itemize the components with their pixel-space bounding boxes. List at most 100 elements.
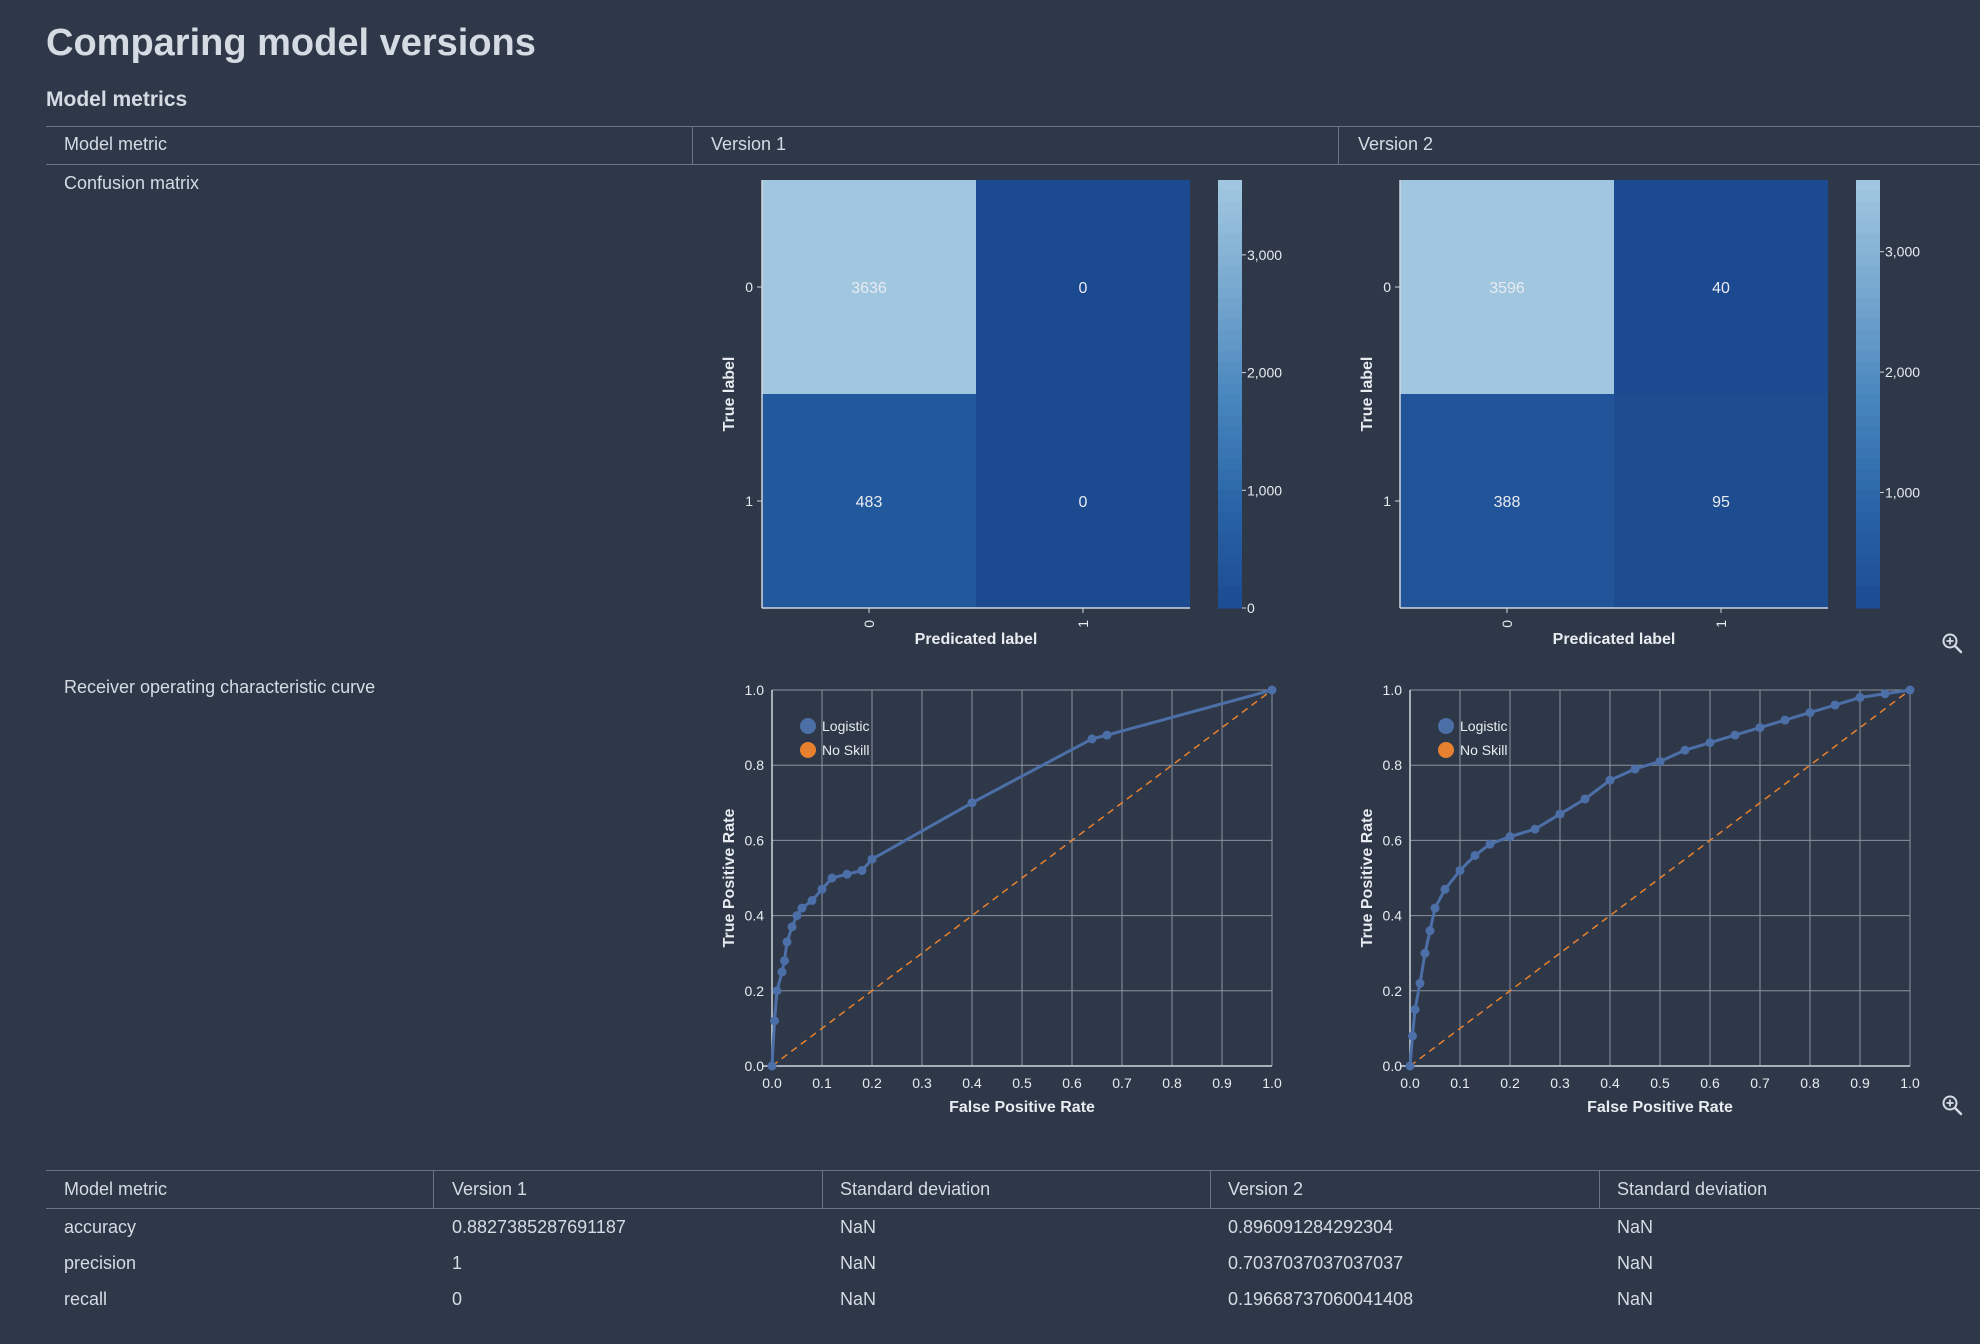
metric-value-v2: 0.896091284292304 xyxy=(1228,1217,1394,1237)
column-header-model-metric: Model metric xyxy=(64,134,168,154)
row-label-confusion-matrix: Confusion matrix xyxy=(64,173,200,193)
colorbar-band xyxy=(1856,543,1880,556)
colorbar-band xyxy=(1218,490,1242,502)
confusion-matrix-v1: 3636 0 483 0 0 1 0 1 Predicated label True label 0… xyxy=(721,180,1282,648)
legend-swatch-no-skill xyxy=(800,742,816,758)
confusion-matrix-v2: 3596 40 388 95 0 1 0 1 Predicated label True labe… xyxy=(1359,180,1920,648)
colorbar-band xyxy=(1856,297,1880,309)
y-tick-label: 0.6 xyxy=(1383,832,1403,848)
series-point-logistic xyxy=(1805,708,1815,718)
table-rule xyxy=(46,126,1980,127)
metric-value-v1: 0.8827385287691187 xyxy=(452,1217,626,1237)
zoom-in-icon[interactable] xyxy=(1941,632,1963,654)
y-tick-label: 0.4 xyxy=(745,908,765,924)
colorbar-band xyxy=(1218,533,1242,545)
colorbar-band xyxy=(1856,287,1880,299)
series-point-logistic xyxy=(1605,775,1615,785)
y-axis-title: True Positive Rate xyxy=(721,809,738,948)
colorbar-band xyxy=(1856,458,1880,470)
colorbar-band xyxy=(1856,201,1880,213)
series-point-logistic xyxy=(1855,693,1865,703)
series-point-logistic xyxy=(1655,756,1665,766)
x-tick-label: 0.3 xyxy=(1550,1075,1570,1091)
metric-value-v2: 0.19668737060041408 xyxy=(1228,1289,1414,1309)
x-tick-label: 0 xyxy=(1499,620,1515,628)
colorbar-band xyxy=(1218,180,1242,192)
series-point-logistic xyxy=(1455,865,1465,875)
matrix-cell xyxy=(762,180,976,394)
zoom-in-icon[interactable] xyxy=(1941,1094,1963,1116)
colorbar-band xyxy=(1218,212,1242,224)
column-divider xyxy=(1599,1170,1600,1208)
colorbar-band xyxy=(1218,404,1242,416)
colorbar-band xyxy=(1856,533,1880,545)
y-tick-label: 1.0 xyxy=(1383,682,1403,698)
y-tick-label: 0.0 xyxy=(745,1058,765,1074)
colorbar-band xyxy=(1856,447,1880,459)
colorbar-band xyxy=(1218,383,1242,395)
cell-value: 3636 xyxy=(851,280,887,297)
x-tick-label: 1 xyxy=(1075,620,1091,628)
series-point-logistic xyxy=(1087,734,1097,744)
colorbar-tick-label: 2,000 xyxy=(1247,365,1282,381)
x-tick-label: 0.1 xyxy=(812,1075,832,1091)
y-tick-label: 0.4 xyxy=(1383,908,1403,924)
colorbar-band xyxy=(1856,254,1880,267)
colorbar-tick-label: 3,000 xyxy=(1885,244,1920,260)
colorbar-band xyxy=(1218,436,1242,449)
colorbar-band xyxy=(1218,329,1242,342)
series-point-logistic xyxy=(1680,745,1690,755)
series-point-logistic xyxy=(780,956,789,966)
column-header-std-dev-2: Standard deviation xyxy=(1617,1179,1768,1199)
colorbar-band xyxy=(1856,361,1880,374)
column-divider xyxy=(1338,126,1339,164)
series-point-logistic xyxy=(967,798,977,808)
colorbar-band xyxy=(1218,233,1242,245)
metric-name: recall xyxy=(64,1289,108,1309)
matrix-cell xyxy=(976,394,1190,608)
y-axis-title: True label xyxy=(1359,357,1376,432)
colorbar-band xyxy=(1856,554,1880,566)
colorbar-band xyxy=(1218,222,1242,235)
matrix-cell xyxy=(976,180,1190,394)
x-tick-label: 0.4 xyxy=(962,1075,982,1091)
legend-swatch-logistic xyxy=(1438,718,1454,734)
series-point-logistic xyxy=(1830,700,1840,710)
y-axis-title: True label xyxy=(721,357,738,432)
series-point-logistic xyxy=(1505,832,1515,842)
series-point-logistic xyxy=(797,903,807,913)
colorbar-band xyxy=(1856,308,1880,320)
colorbar-band xyxy=(1218,190,1242,202)
colorbar-band xyxy=(1218,554,1242,566)
section-title: Model metrics xyxy=(46,88,188,111)
y-tick-label: 1.0 xyxy=(745,682,765,698)
series-point-logistic xyxy=(767,1061,777,1071)
cell-value: 0 xyxy=(1079,494,1088,511)
metric-std-v1: NaN xyxy=(840,1289,877,1309)
metric-std-v2: NaN xyxy=(1617,1289,1654,1309)
colorbar-band xyxy=(1218,447,1242,459)
colorbar-band xyxy=(1218,265,1242,277)
series-point-logistic xyxy=(792,911,802,921)
legend-label-no-skill: No Skill xyxy=(822,742,869,758)
x-axis-title: Predicated label xyxy=(1553,631,1676,648)
colorbar-band xyxy=(1856,233,1880,245)
colorbar-band xyxy=(1856,372,1880,384)
colorbar-band xyxy=(1856,404,1880,416)
colorbar-band xyxy=(1218,468,1242,481)
y-tick-label: 0.2 xyxy=(745,983,765,999)
x-tick-label: 0.7 xyxy=(1112,1075,1132,1091)
series-point-logistic xyxy=(1405,1061,1415,1071)
series-line-logistic xyxy=(1408,688,1911,1067)
series-point-logistic xyxy=(1530,824,1540,834)
colorbar-band xyxy=(1218,479,1242,491)
cell-value: 483 xyxy=(856,494,883,511)
matrix-cell xyxy=(1400,394,1614,608)
x-tick-label: 0.4 xyxy=(1600,1075,1620,1091)
series-point-logistic xyxy=(1415,978,1425,988)
series-point-logistic xyxy=(777,967,787,977)
y-tick-label: 0.0 xyxy=(1383,1058,1403,1074)
series-point-logistic xyxy=(867,854,877,864)
series-point-logistic xyxy=(807,896,817,906)
legend-swatch-logistic xyxy=(800,718,816,734)
